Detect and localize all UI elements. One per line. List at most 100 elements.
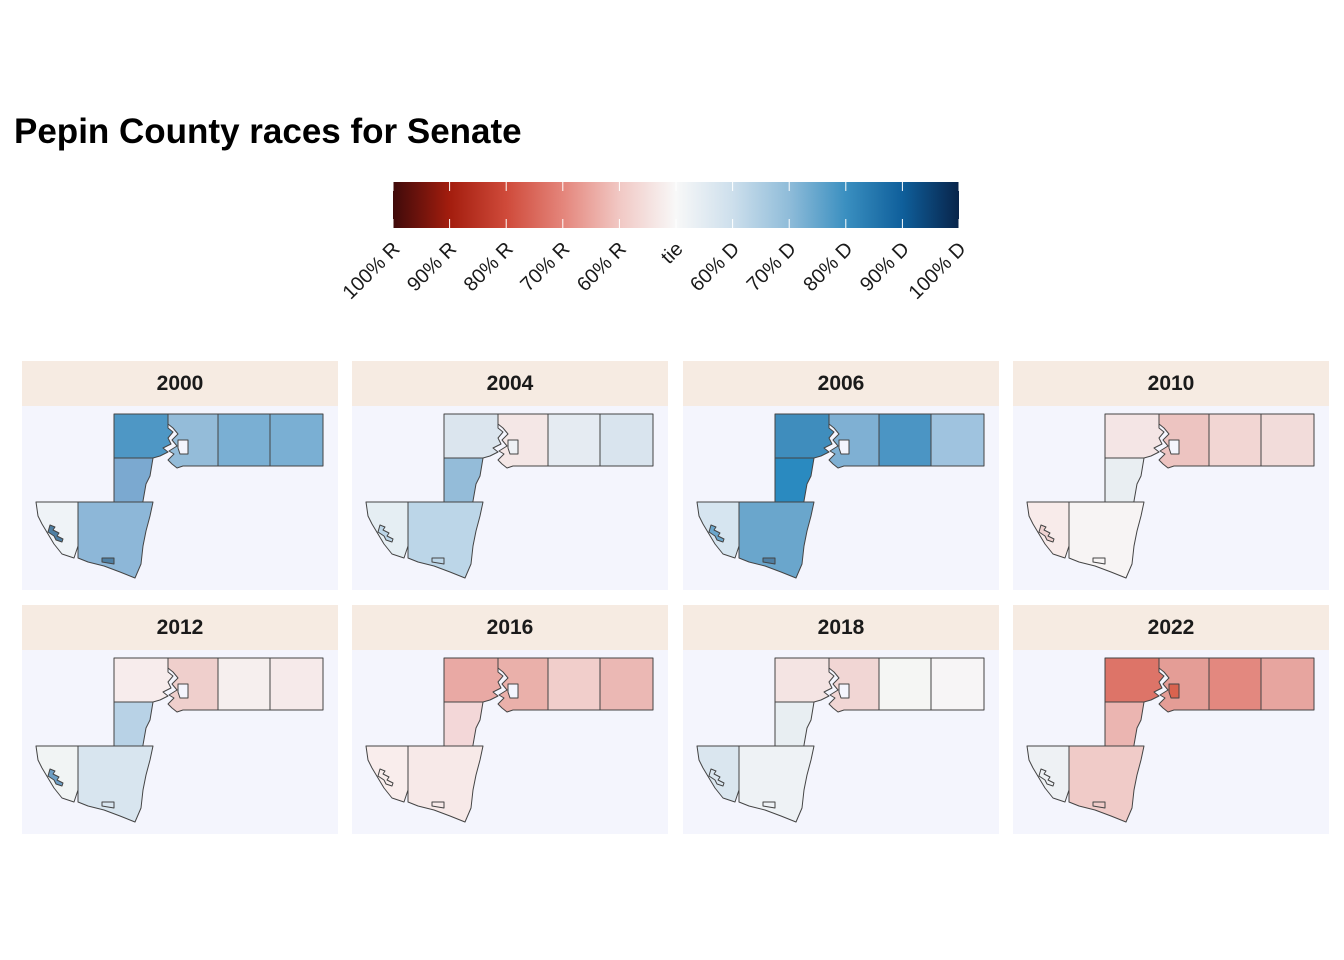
facet-panel-2000: 2000: [22, 361, 338, 590]
county-map: [365, 657, 654, 823]
facet-year-label: 2022: [1147, 615, 1195, 639]
municipality-city: [838, 439, 850, 455]
legend-tick-label: 60% R: [573, 238, 631, 296]
municipality-city: [1168, 439, 1180, 455]
legend-tick-label: 80% D: [799, 238, 857, 296]
municipality-se: [738, 745, 815, 823]
municipality-sw: [1026, 745, 1070, 803]
municipality-ne1: [497, 413, 549, 469]
municipality-ne2: [547, 657, 601, 711]
municipality-ne1: [828, 657, 880, 713]
municipality-enclave2: [431, 557, 445, 565]
municipality-enclave2: [762, 557, 776, 565]
municipality-ne2: [217, 657, 271, 711]
municipality-enclave1: [377, 524, 394, 543]
municipality-ne2: [1208, 413, 1262, 467]
municipality-city: [838, 683, 850, 699]
municipality-ne1: [497, 657, 549, 713]
municipality-ne1: [1158, 657, 1210, 713]
municipality-sw: [35, 501, 79, 559]
municipality-enclave1: [47, 768, 64, 787]
facet-year-label: 2010: [1147, 371, 1195, 395]
municipality-nw: [1104, 657, 1165, 703]
municipality-nw: [113, 657, 174, 703]
county-map: [365, 413, 654, 579]
municipality-ne3: [1260, 413, 1315, 467]
map-panel: [1013, 406, 1329, 590]
municipality-nw: [774, 657, 835, 703]
municipality-se: [407, 501, 484, 579]
municipality-ne2: [878, 657, 932, 711]
facet-strip: 2006: [683, 361, 999, 406]
municipality-enclave2: [1092, 557, 1106, 565]
legend-tick-label: 70% R: [516, 238, 574, 296]
municipality-ne3: [930, 657, 985, 711]
municipality-ne3: [269, 413, 324, 467]
municipality-ne1: [828, 413, 880, 469]
municipality-se: [77, 745, 154, 823]
legend-tick-label: 100% D: [905, 238, 971, 304]
map-panel: [683, 406, 999, 590]
municipality-se: [1068, 501, 1145, 579]
municipality-nw: [774, 413, 835, 459]
municipality-sw: [365, 745, 409, 803]
municipality-enclave2: [431, 801, 445, 809]
facet-panel-2012: 2012: [22, 605, 338, 834]
legend-tick-label: 70% D: [743, 238, 801, 296]
legend-tick-label: 80% R: [460, 238, 518, 296]
municipality-city: [507, 683, 519, 699]
municipality-ne2: [547, 413, 601, 467]
municipality-se: [407, 745, 484, 823]
municipality-ne3: [1260, 657, 1315, 711]
municipality-ne2: [878, 413, 932, 467]
municipality-se: [738, 501, 815, 579]
municipality-ne3: [930, 413, 985, 467]
municipality-sw: [696, 745, 740, 803]
facet-year-label: 2000: [156, 371, 204, 395]
county-map: [35, 413, 324, 579]
municipality-enclave2: [762, 801, 776, 809]
municipality-ne2: [217, 413, 271, 467]
facet-panel-2022: 2022: [1013, 605, 1329, 834]
municipality-enclave1: [1038, 768, 1055, 787]
legend-tick-label: 90% R: [403, 238, 461, 296]
municipality-enclave1: [708, 524, 725, 543]
map-panel: [352, 406, 668, 590]
municipality-se: [1068, 745, 1145, 823]
facet-panel-2004: 2004: [352, 361, 668, 590]
county-map: [1026, 413, 1315, 579]
municipality-ne1: [1158, 413, 1210, 469]
municipality-nw: [443, 413, 504, 459]
municipality-sw: [1026, 501, 1070, 559]
facet-year-label: 2006: [817, 371, 865, 395]
facet-panel-2018: 2018: [683, 605, 999, 834]
municipality-ne3: [599, 657, 654, 711]
facet-strip: 2016: [352, 605, 668, 650]
municipality-ne1: [167, 413, 219, 469]
facet-panel-2016: 2016: [352, 605, 668, 834]
facet-year-label: 2012: [156, 615, 204, 639]
facet-panel-2006: 2006: [683, 361, 999, 590]
legend-tick-label: 100% R: [339, 238, 405, 304]
map-panel: [22, 650, 338, 834]
facet-year-label: 2018: [817, 615, 865, 639]
municipality-sw: [35, 745, 79, 803]
municipality-city: [177, 683, 189, 699]
facet-year-label: 2004: [486, 371, 534, 395]
municipality-se: [77, 501, 154, 579]
facet-strip: 2000: [22, 361, 338, 406]
municipality-enclave2: [1092, 801, 1106, 809]
municipality-nw: [443, 657, 504, 703]
municipality-ne1: [167, 657, 219, 713]
municipality-enclave1: [47, 524, 64, 543]
municipality-ne2: [1208, 657, 1262, 711]
municipality-enclave1: [1038, 524, 1055, 543]
municipality-nw: [113, 413, 174, 459]
facet-strip: 2004: [352, 361, 668, 406]
facet-year-label: 2016: [486, 615, 534, 639]
legend-tick-label: tie: [657, 238, 687, 268]
county-map: [696, 413, 985, 579]
municipality-sw: [696, 501, 740, 559]
chart-title: Pepin County races for Senate: [14, 112, 522, 151]
